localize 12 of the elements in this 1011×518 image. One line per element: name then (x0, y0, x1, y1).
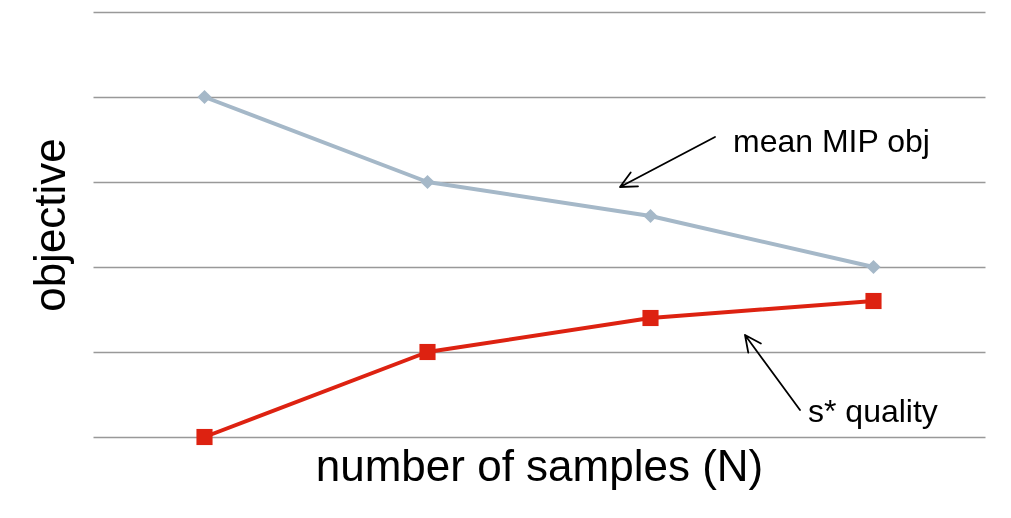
x-axis-title: number of samples (N) (315, 440, 764, 490)
text: mean MIP obj (733, 123, 930, 159)
point (197, 89, 212, 105)
point (420, 174, 435, 190)
point (419, 343, 436, 361)
y-axis-title: objective (24, 138, 74, 312)
point (643, 208, 658, 224)
point (866, 259, 881, 275)
point (642, 309, 659, 327)
point (865, 292, 882, 310)
point (196, 428, 213, 446)
text: s* quality (808, 393, 938, 429)
